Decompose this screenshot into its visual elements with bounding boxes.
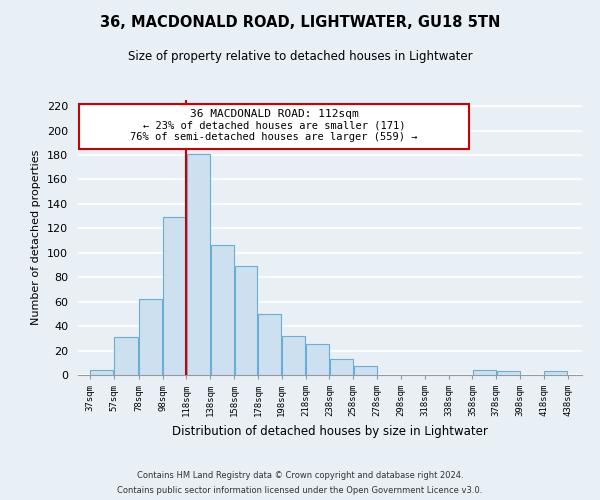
Text: ← 23% of detached houses are smaller (171): ← 23% of detached houses are smaller (17… <box>143 121 405 131</box>
Text: Contains public sector information licensed under the Open Government Licence v3: Contains public sector information licen… <box>118 486 482 495</box>
Text: 36 MACDONALD ROAD: 112sqm: 36 MACDONALD ROAD: 112sqm <box>190 108 358 118</box>
Bar <box>497 372 520 375</box>
Text: Contains HM Land Registry data © Crown copyright and database right 2024.: Contains HM Land Registry data © Crown c… <box>137 471 463 480</box>
Bar <box>306 344 329 375</box>
Text: Size of property relative to detached houses in Lightwater: Size of property relative to detached ho… <box>128 50 472 63</box>
Bar <box>139 299 162 375</box>
Bar <box>235 266 257 375</box>
Text: 76% of semi-detached houses are larger (559) →: 76% of semi-detached houses are larger (… <box>130 132 418 142</box>
Bar <box>473 370 496 375</box>
Y-axis label: Number of detached properties: Number of detached properties <box>31 150 41 325</box>
Bar <box>544 372 567 375</box>
FancyBboxPatch shape <box>79 104 469 149</box>
Bar <box>114 337 138 375</box>
Bar <box>163 218 186 375</box>
Bar <box>330 359 353 375</box>
Bar <box>187 154 210 375</box>
Bar <box>354 366 377 375</box>
Bar <box>282 336 305 375</box>
Text: 36, MACDONALD ROAD, LIGHTWATER, GU18 5TN: 36, MACDONALD ROAD, LIGHTWATER, GU18 5TN <box>100 15 500 30</box>
Bar <box>91 370 113 375</box>
Bar <box>259 314 281 375</box>
X-axis label: Distribution of detached houses by size in Lightwater: Distribution of detached houses by size … <box>172 424 488 438</box>
Bar <box>211 246 233 375</box>
